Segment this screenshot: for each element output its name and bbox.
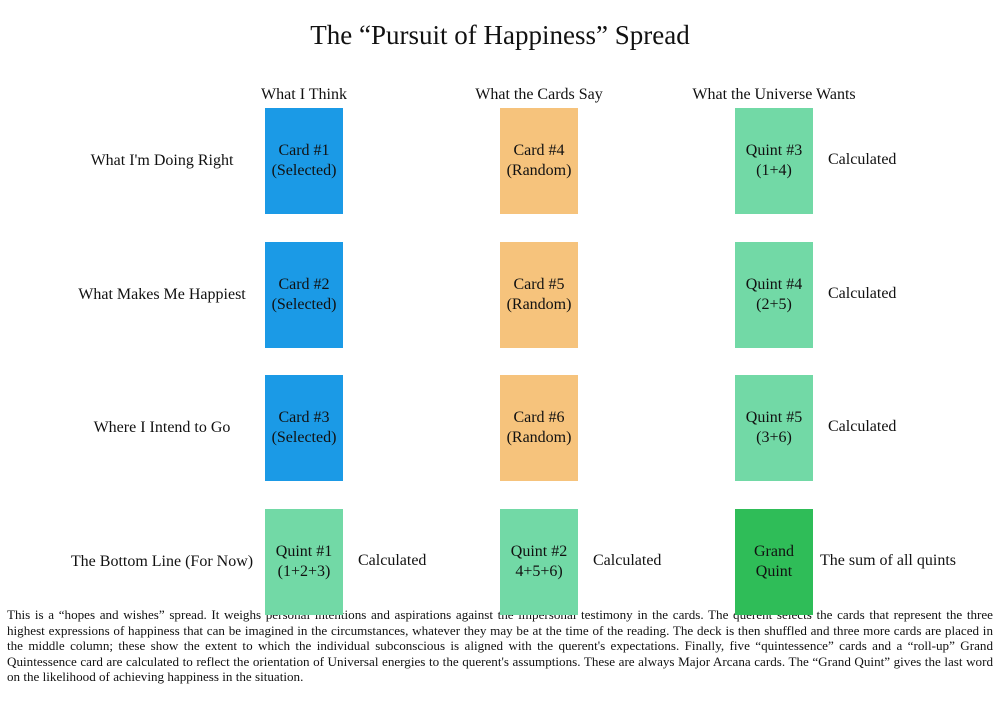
card: Card #6 (Random): [500, 375, 578, 481]
card-text: (1+4): [756, 162, 792, 179]
card-text: (Selected): [271, 162, 337, 179]
card-note: The sum of all quints: [820, 552, 956, 569]
card-note: Calculated: [593, 552, 662, 569]
card-note: Calculated: [358, 552, 427, 569]
card-text: Quint #3: [745, 142, 803, 159]
column-header: What I Think: [261, 86, 347, 103]
card: Quint #5 (3+6): [735, 375, 813, 481]
card-text: Card #6: [513, 409, 565, 426]
column-header: What the Universe Wants: [692, 86, 856, 103]
card-note: Calculated: [828, 285, 897, 302]
card-text: (Random): [506, 429, 572, 446]
title: The “Pursuit of Happiness” Spread: [310, 20, 690, 50]
card-text: (Selected): [271, 429, 337, 446]
row-label: What Makes Me Happiest: [78, 286, 246, 303]
row-label: The Bottom Line (For Now): [70, 553, 254, 570]
card-text: Quint #5: [745, 409, 803, 426]
column-header: What the Cards Say: [475, 86, 603, 103]
card: Card #3 (Selected): [265, 375, 343, 481]
card-text: 4+5+6): [515, 563, 563, 580]
row-label: What I'm Doing Right: [90, 152, 234, 169]
card-text: Card #5: [513, 276, 565, 293]
card-text: (1+2+3): [277, 563, 331, 580]
card-text: Card #4: [513, 142, 565, 159]
card-note: Calculated: [828, 151, 897, 168]
card-text: (Selected): [271, 296, 337, 313]
card: Card #4 (Random): [500, 108, 578, 214]
card-text: Quint #1: [275, 543, 333, 560]
card-text: (Random): [506, 296, 572, 313]
card-text: Card #1: [278, 142, 330, 159]
card: Grand Quint: [735, 509, 813, 615]
card: Quint #1 (1+2+3): [265, 509, 343, 615]
card-text: Card #2: [278, 276, 330, 293]
card-text: (Random): [506, 162, 572, 179]
card: Card #1 (Selected): [265, 108, 343, 214]
card-text: Quint #2: [510, 543, 568, 560]
card-note: Calculated: [828, 418, 897, 435]
card: Card #5 (Random): [500, 242, 578, 348]
card-text: Card #3: [278, 409, 330, 426]
card-text: Quint: [755, 563, 793, 580]
description: This is a “hopes and wishes” spread. It …: [7, 607, 993, 685]
card: Card #2 (Selected): [265, 242, 343, 348]
card: Quint #3 (1+4): [735, 108, 813, 214]
card-text: (2+5): [756, 296, 792, 313]
card-text: (3+6): [756, 429, 792, 446]
card: Quint #2 4+5+6): [500, 509, 578, 615]
card-text: Quint #4: [745, 276, 803, 293]
card: Quint #4 (2+5): [735, 242, 813, 348]
card-text: Grand: [754, 543, 794, 560]
row-label: Where I Intend to Go: [93, 419, 231, 436]
